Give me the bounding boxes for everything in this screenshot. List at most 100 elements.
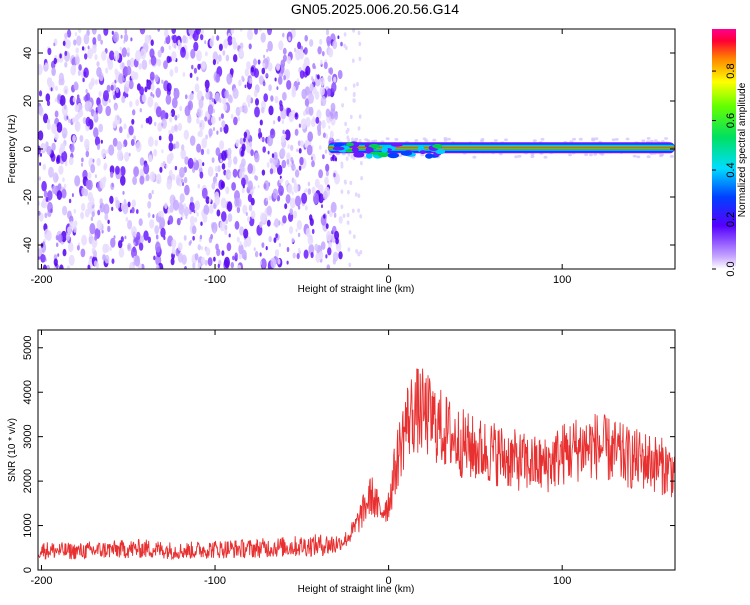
noise-speck (72, 96, 76, 103)
noise-speck (311, 160, 315, 168)
noise-speck (68, 241, 74, 253)
noise-speck (189, 72, 193, 79)
noise-speck (270, 257, 277, 269)
noise-speck (72, 135, 76, 143)
noise-speck (126, 93, 129, 98)
tone-fringe (480, 139, 484, 143)
noise-speck (286, 152, 291, 161)
noise-speck (197, 262, 201, 269)
tone-fringe (328, 138, 333, 141)
noise-speck (222, 50, 226, 56)
tone-fringe (398, 154, 403, 158)
noise-speck (189, 34, 193, 40)
noise-speck (298, 247, 301, 253)
noise-speck (231, 36, 236, 45)
noise-speck (214, 195, 220, 206)
noise-speck (245, 212, 248, 216)
noise-speck (266, 219, 271, 227)
noise-speck (215, 181, 218, 187)
noise-speck (160, 110, 167, 121)
noise-speck (214, 92, 220, 103)
noise-speck (119, 126, 123, 134)
noise-speck (110, 171, 114, 178)
noise-speck (288, 36, 291, 41)
noise-speck (317, 46, 322, 55)
noise-speck (126, 47, 130, 53)
noise-speck (68, 118, 71, 124)
y-tick-label: 0 (22, 146, 34, 152)
noise-speck (247, 193, 253, 203)
noise-speck (91, 44, 97, 54)
noise-speck (259, 119, 263, 126)
x-tick-label: 0 (386, 274, 392, 286)
noise-speck (352, 155, 356, 161)
y-tick-label: 2000 (22, 469, 34, 493)
noise-speck (103, 90, 109, 102)
noise-speck (147, 116, 153, 125)
noise-speck (57, 95, 61, 101)
noise-speck (296, 220, 303, 230)
noise-speck (41, 180, 47, 192)
noise-speck (296, 253, 300, 260)
noise-speck (150, 92, 153, 97)
noise-speck (297, 205, 301, 210)
noise-speck (72, 117, 76, 124)
noise-speck (360, 161, 363, 166)
noise-speck (75, 56, 80, 65)
noise-speck (258, 75, 264, 85)
noise-speck (201, 61, 206, 70)
noise-speck (220, 113, 224, 119)
noise-speck (115, 87, 119, 94)
tone-fringe (443, 137, 448, 140)
noise-speck (314, 90, 320, 100)
noise-speck (189, 201, 195, 213)
noise-speck (319, 38, 323, 45)
noise-speck (121, 62, 125, 69)
noise-speck (231, 182, 237, 191)
noise-speck (139, 168, 144, 177)
noise-speck (155, 106, 162, 118)
noise-speck (200, 221, 203, 226)
noise-speck (274, 249, 280, 258)
noise-speck (295, 195, 301, 207)
noise-speck (76, 245, 80, 251)
noise-speck (150, 150, 152, 155)
noise-speck (331, 82, 337, 93)
noise-speck (57, 233, 63, 243)
noise-speck (320, 95, 327, 107)
tone-fringe (394, 138, 399, 141)
noise-speck (285, 194, 291, 204)
noise-speck (200, 33, 204, 41)
noise-speck (193, 41, 199, 52)
noise-speck (299, 156, 304, 166)
noise-speck (161, 118, 167, 129)
noise-speck (297, 140, 301, 146)
noise-speck (239, 241, 242, 246)
noise-speck (351, 208, 355, 213)
noise-speck (75, 47, 79, 54)
noise-speck (124, 151, 130, 162)
noise-speck (73, 39, 77, 46)
noise-speck (259, 252, 262, 257)
noise-speck (92, 158, 95, 163)
noise-speck (311, 156, 313, 160)
noise-speck (312, 78, 315, 83)
noise-speck (219, 127, 223, 133)
noise-speck (81, 157, 84, 163)
noise-speck (63, 183, 67, 189)
noise-speck (211, 115, 216, 125)
noise-speck (311, 186, 316, 195)
noise-speck (90, 164, 96, 174)
noise-speck (163, 29, 169, 38)
noise-speck (295, 228, 298, 233)
noise-speck (160, 46, 165, 54)
noise-speck (220, 181, 225, 189)
tone-fringe (532, 139, 537, 143)
noise-speck (102, 254, 106, 261)
noise-speck (194, 217, 198, 223)
noise-speck (46, 145, 52, 156)
noise-speck (94, 136, 101, 146)
noise-speck (168, 45, 172, 50)
noise-speck (57, 253, 60, 257)
